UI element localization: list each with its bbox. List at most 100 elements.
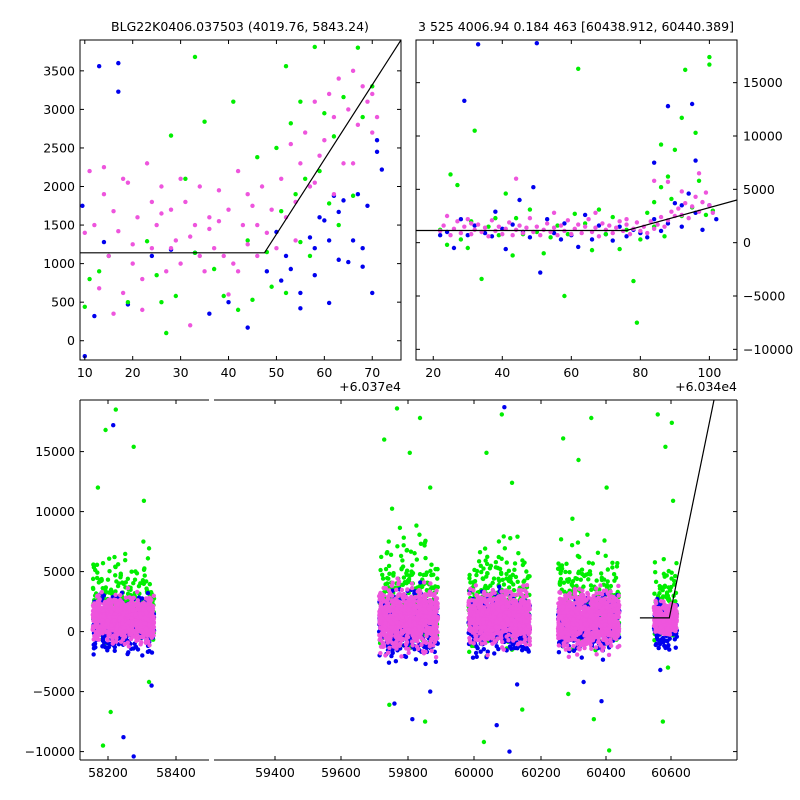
- magenta-point: [126, 619, 131, 625]
- blue-point: [360, 245, 365, 251]
- magenta-point: [414, 644, 420, 649]
- magenta-point: [396, 636, 402, 642]
- magenta-point: [391, 600, 397, 605]
- green-point: [482, 546, 488, 551]
- magenta-point: [462, 224, 467, 229]
- magenta-point: [421, 623, 426, 629]
- green-point: [474, 568, 480, 574]
- magenta-point: [216, 188, 222, 193]
- blue-point: [112, 644, 118, 650]
- green-point: [521, 579, 526, 585]
- blue-point: [390, 650, 395, 656]
- green-point: [470, 580, 476, 585]
- green-point: [508, 579, 514, 585]
- right-panel-title: 3 525 4006.94 0.184 463 [60438.912, 6044…: [418, 19, 734, 34]
- magenta-point: [202, 269, 207, 274]
- magenta-point: [137, 614, 143, 619]
- green-point: [394, 406, 400, 411]
- magenta-point: [527, 215, 533, 221]
- green-point: [512, 567, 517, 573]
- magenta-point: [500, 621, 505, 626]
- blue-point: [370, 290, 375, 296]
- magenta-point: [441, 223, 446, 228]
- blue-point: [489, 234, 495, 239]
- magenta-point: [406, 650, 411, 656]
- magenta-point: [109, 623, 114, 628]
- magenta-point: [429, 648, 434, 654]
- magenta-point: [377, 619, 382, 624]
- magenta-point: [389, 593, 395, 598]
- magenta-point: [497, 613, 503, 618]
- green-point: [428, 485, 433, 490]
- magenta-point: [479, 599, 484, 605]
- green-point: [94, 562, 100, 568]
- magenta-point: [141, 607, 146, 612]
- magenta-point: [133, 612, 138, 617]
- blue-point: [645, 235, 650, 240]
- magenta-point: [385, 596, 391, 602]
- magenta-point: [151, 614, 156, 619]
- magenta-point: [413, 594, 418, 600]
- green-point: [499, 412, 505, 417]
- green-point: [485, 570, 490, 576]
- green-point: [255, 155, 260, 160]
- x-tick-label: 60: [563, 365, 579, 380]
- magenta-point: [106, 597, 111, 603]
- magenta-point: [385, 650, 391, 655]
- magenta-point: [399, 587, 405, 593]
- magenta-point: [555, 233, 560, 238]
- magenta-point: [390, 640, 395, 646]
- green-point: [105, 577, 111, 582]
- magenta-point: [434, 609, 439, 614]
- green-point: [131, 581, 136, 586]
- green-point: [576, 66, 581, 72]
- magenta-point: [421, 580, 427, 585]
- blue-point: [101, 593, 107, 598]
- magenta-point: [523, 637, 528, 642]
- green-point: [474, 572, 479, 578]
- magenta-point: [430, 615, 436, 620]
- blue-point: [112, 648, 117, 653]
- magenta-point: [655, 222, 660, 227]
- blue-point: [465, 233, 470, 238]
- magenta-point: [493, 610, 499, 616]
- magenta-point: [382, 613, 388, 618]
- magenta-point: [412, 621, 417, 626]
- magenta-point: [525, 603, 530, 608]
- y-tick-label: −10000: [743, 342, 793, 357]
- green-point: [380, 576, 386, 581]
- magenta-point: [482, 596, 487, 601]
- blue-point: [386, 660, 392, 665]
- x-tick-label: 10: [77, 365, 93, 380]
- green-point: [501, 582, 507, 587]
- green-point: [562, 293, 567, 299]
- green-point: [100, 585, 105, 591]
- blue-point: [679, 203, 684, 208]
- green-point: [480, 576, 486, 582]
- magenta-point: [683, 201, 688, 206]
- magenta-point: [288, 141, 294, 147]
- green-point: [610, 214, 615, 220]
- green-point: [113, 589, 118, 594]
- blue-point: [317, 215, 322, 220]
- blue-point: [147, 648, 152, 654]
- magenta-point: [495, 636, 500, 641]
- magenta-point: [255, 222, 260, 228]
- magenta-point: [541, 227, 546, 233]
- green-point: [173, 293, 179, 299]
- magenta-point: [499, 589, 504, 594]
- magenta-point: [512, 626, 518, 631]
- blue-point: [502, 405, 507, 410]
- magenta-point: [231, 261, 236, 266]
- magenta-point: [147, 642, 152, 648]
- blue-point: [538, 270, 543, 275]
- green-point: [302, 176, 308, 181]
- blue-point: [496, 646, 501, 652]
- blue-point: [582, 212, 588, 218]
- blue-point: [478, 649, 483, 654]
- magenta-point: [120, 637, 126, 642]
- blue-point: [481, 646, 487, 652]
- magenta-point: [380, 640, 385, 645]
- magenta-point: [226, 292, 231, 297]
